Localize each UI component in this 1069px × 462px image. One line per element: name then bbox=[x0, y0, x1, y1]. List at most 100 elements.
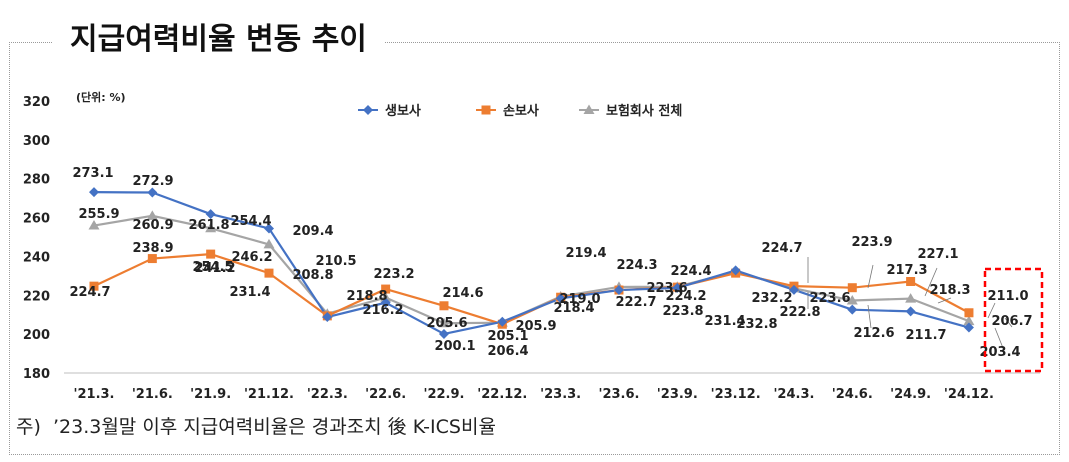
data-label: 212.6 bbox=[853, 326, 894, 341]
data-label: 219.0 bbox=[559, 292, 600, 307]
axes: 180 200 220 240 260 280 300 320 '21.3. '21.6. '21.… bbox=[23, 90, 1040, 402]
data-point bbox=[380, 292, 392, 302]
x-tick-label: '22.6. bbox=[365, 387, 406, 402]
data-label: 255.9 bbox=[78, 207, 119, 222]
leader-lines bbox=[807, 257, 1013, 349]
data-point bbox=[263, 223, 274, 234]
y-tick-label: 260 bbox=[23, 212, 50, 227]
data-label: 210.5 bbox=[315, 254, 356, 269]
data-point bbox=[497, 316, 508, 327]
data-label: 224.3 bbox=[616, 258, 657, 273]
footnote: 주) ’23.3월말 이후 지급여력비율은 경과조치 後 K-ICS비율 bbox=[16, 416, 496, 438]
series-line-1 bbox=[93, 191, 970, 336]
data-point bbox=[555, 293, 566, 304]
data-point bbox=[847, 304, 858, 315]
data-point bbox=[906, 276, 916, 286]
x-tick-label: '21.3. bbox=[74, 387, 115, 402]
data-label: 227.1 bbox=[917, 247, 958, 262]
x-tick-label: '22.3. bbox=[307, 387, 348, 402]
data-label: 203.4 bbox=[979, 345, 1020, 360]
data-label: 223.6 bbox=[646, 281, 687, 296]
data-labels: 273.1 272.9 261.8 254.4 208.8 216.2 200.1 206.4… bbox=[69, 166, 1032, 360]
data-label: 211.0 bbox=[987, 289, 1028, 304]
chart-frame bbox=[9, 42, 1060, 455]
x-tick-label: '22.9. bbox=[423, 387, 464, 402]
data-point bbox=[964, 308, 974, 318]
data-label: 211.7 bbox=[905, 328, 946, 343]
data-point bbox=[322, 312, 333, 323]
data-point bbox=[381, 284, 391, 294]
leader-line bbox=[987, 302, 996, 319]
data-label: 223.6 bbox=[809, 291, 850, 306]
page-title: 지급여력비율 변동 추이 bbox=[52, 20, 385, 60]
data-label: 219.4 bbox=[565, 246, 606, 261]
x-tick-label: '21.9. bbox=[190, 387, 231, 402]
data-label: 223.9 bbox=[851, 235, 892, 250]
legend-marker bbox=[363, 105, 373, 115]
y-tick-label: 240 bbox=[23, 250, 50, 265]
data-label: 218.4 bbox=[553, 301, 594, 316]
data-label: 232.2 bbox=[751, 291, 792, 306]
data-label: 232.8 bbox=[736, 317, 777, 332]
data-point bbox=[905, 293, 917, 303]
data-label: 206.7 bbox=[991, 314, 1032, 329]
data-label: 216.2 bbox=[362, 303, 403, 318]
data-point bbox=[89, 187, 99, 198]
data-label: 217.3 bbox=[886, 263, 927, 278]
data-label: 241.2 bbox=[194, 261, 235, 276]
data-label: 222.7 bbox=[615, 295, 656, 310]
leader-line bbox=[867, 264, 874, 289]
data-point bbox=[88, 220, 100, 230]
legend-marker bbox=[481, 105, 491, 115]
legend-marker bbox=[583, 104, 595, 114]
data-label: 205.6 bbox=[426, 316, 467, 331]
y-tick-label: 180 bbox=[23, 367, 50, 382]
data-label: 218.3 bbox=[929, 283, 970, 298]
data-label: 206.4 bbox=[487, 344, 528, 359]
legend: 생보사 손보사 보험회사 전체 bbox=[358, 103, 682, 119]
data-point bbox=[963, 315, 975, 326]
data-label: 231.4 bbox=[704, 314, 745, 329]
data-point bbox=[147, 254, 157, 264]
legend-label: 손보사 bbox=[503, 103, 539, 119]
leader-line bbox=[937, 297, 952, 304]
data-label: 273.1 bbox=[72, 166, 113, 181]
data-label: 261.8 bbox=[188, 218, 229, 233]
leader-line bbox=[994, 327, 1004, 349]
data-label: 223.8 bbox=[662, 304, 703, 319]
x-tick-label: '21.12. bbox=[244, 387, 294, 402]
data-label: 231.4 bbox=[229, 285, 270, 300]
x-tick-label: '24.3. bbox=[773, 387, 814, 402]
data-label: 238.9 bbox=[132, 241, 173, 256]
data-label: 214.6 bbox=[442, 286, 483, 301]
data-point bbox=[672, 282, 683, 293]
leader-line bbox=[1004, 317, 1013, 328]
data-label: 218.8 bbox=[346, 289, 387, 304]
data-point bbox=[264, 268, 274, 278]
data-label: 223.2 bbox=[373, 267, 414, 282]
data-label: 224.2 bbox=[665, 289, 706, 304]
data-point bbox=[89, 281, 99, 291]
x-tick-label: '24.12. bbox=[944, 387, 994, 402]
x-tick-label: '24.6. bbox=[832, 387, 873, 402]
x-tick-label: '23.6. bbox=[598, 387, 639, 402]
data-label: 254.4 bbox=[230, 214, 271, 229]
data-point bbox=[438, 328, 449, 339]
x-tick-label: '23.9. bbox=[657, 387, 698, 402]
data-label: 224.7 bbox=[761, 241, 802, 256]
series-lines bbox=[93, 191, 970, 336]
x-tick-label: '23.12. bbox=[711, 387, 761, 402]
data-label: 209.4 bbox=[292, 224, 333, 239]
leader-line bbox=[867, 304, 872, 329]
legend-label: 생보사 bbox=[385, 103, 421, 119]
y-tick-label: 320 bbox=[23, 95, 50, 110]
data-point bbox=[438, 317, 450, 328]
data-point bbox=[846, 295, 858, 305]
data-point bbox=[905, 306, 916, 317]
data-point bbox=[380, 297, 391, 308]
leader-line bbox=[924, 267, 938, 297]
x-tick-label: '21.6. bbox=[132, 387, 173, 402]
data-point bbox=[613, 285, 624, 296]
data-point bbox=[205, 209, 216, 220]
data-label: 200.1 bbox=[434, 339, 475, 354]
